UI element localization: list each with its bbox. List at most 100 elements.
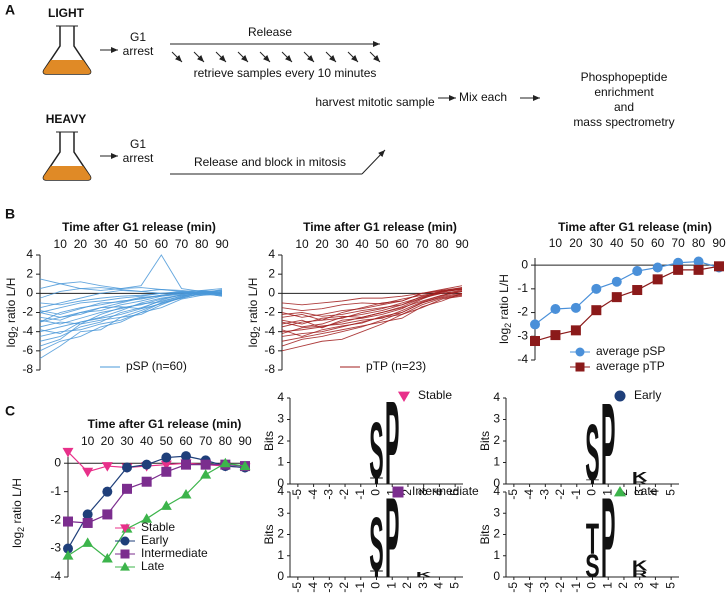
y-axis-label-part: ratio L/H — [10, 478, 24, 527]
trace-line — [39, 254, 223, 299]
y-tick-label: 1 — [277, 455, 284, 469]
y-tick-label: 1 — [493, 455, 500, 469]
chart-title: Time after G1 release (min) — [62, 220, 216, 234]
y-axis-label: log2 ratio L/H — [10, 478, 26, 548]
legend-label: Stable — [141, 520, 175, 534]
logo-letter: K — [632, 469, 648, 484]
x-tick-label: 5 — [447, 489, 461, 496]
marker — [397, 391, 411, 403]
trace-line — [281, 292, 463, 347]
x-tick-label: 2 — [400, 489, 414, 496]
marker — [652, 262, 663, 273]
g1-arrest: arrest — [123, 151, 154, 165]
y-tick-label: 1 — [493, 548, 500, 562]
marker — [714, 261, 724, 272]
marker — [82, 467, 94, 478]
y-tick-label: 0 — [26, 286, 33, 300]
marker — [611, 292, 622, 303]
y-tick-label: -4 — [264, 324, 275, 338]
y-tick-label: -3 — [517, 328, 528, 342]
flask — [42, 131, 92, 181]
marker — [101, 553, 113, 563]
y-tick-label: 3 — [493, 412, 500, 426]
x-tick-label: 10 — [81, 434, 95, 448]
y-axis-label-part: log — [497, 328, 511, 344]
marker — [693, 256, 704, 267]
y-axis-label-part: 2 — [10, 326, 20, 331]
legend-label: Late — [634, 484, 658, 498]
heavy-label: HEAVY — [46, 112, 86, 126]
marker — [530, 319, 540, 330]
sample-arrows — [171, 51, 381, 63]
marker — [161, 466, 172, 477]
y-tick-label: -2 — [264, 305, 275, 319]
y-axis-label: Bits — [478, 431, 492, 451]
logo-letter: R — [632, 480, 648, 485]
x-tick-label: 5 — [663, 489, 677, 496]
y-axis-label-part: log — [10, 532, 24, 548]
y-tick-label: -4 — [50, 569, 61, 583]
g1-arrest: G1 — [130, 137, 146, 151]
y-axis-label: log2 ratio L/H — [246, 278, 262, 348]
x-tick-label: -2 — [337, 489, 351, 500]
y-axis-label: Bits — [478, 524, 492, 544]
retrieve-label: retrieve samples every 10 minutes — [194, 66, 377, 80]
marker — [591, 305, 602, 316]
x-tick-label: 2 — [616, 582, 630, 589]
y-tick-label: -1 — [50, 484, 61, 498]
y-axis-label: Bits — [262, 431, 276, 451]
trace-line — [39, 290, 223, 337]
marker — [200, 469, 212, 479]
marker — [570, 325, 581, 336]
x-tick-label: -3 — [537, 489, 551, 500]
y-axis-label-part: ratio L/H — [246, 278, 260, 327]
x-tick-label: 1 — [600, 489, 614, 496]
chart-title: Time after G1 release (min) — [88, 417, 242, 431]
y-tick-label: 0 — [277, 569, 284, 583]
logo-letter: T — [586, 479, 600, 485]
logo-letter: R — [632, 570, 648, 580]
series-line — [67, 451, 246, 473]
marker — [575, 347, 585, 357]
marker — [82, 517, 93, 528]
marker — [392, 486, 404, 498]
logo-letter: T — [370, 570, 383, 580]
trace-line — [39, 290, 223, 313]
y-tick-label: 3 — [493, 505, 500, 519]
y-tick-label: 3 — [277, 412, 284, 426]
trace-line — [39, 290, 223, 325]
y-tick-label: -6 — [22, 343, 33, 357]
y-tick-label: 0 — [493, 476, 500, 490]
logo-letter: P — [385, 378, 399, 510]
marker — [200, 459, 211, 470]
x-tick-label: 5 — [663, 582, 677, 589]
marker — [611, 276, 622, 287]
x-tick-label: 90 — [238, 434, 252, 448]
y-tick-label: -8 — [22, 362, 33, 376]
trace-line — [39, 290, 223, 315]
marker — [120, 549, 130, 559]
logo-letter: T — [586, 516, 599, 564]
x-tick-label: -3 — [537, 582, 551, 593]
marker — [101, 462, 113, 472]
x-tick-label: 60 — [395, 237, 409, 251]
x-tick-label: -4 — [522, 582, 536, 593]
x-tick-label: -1 — [569, 582, 583, 593]
y-tick-label: 4 — [493, 390, 500, 404]
marker — [550, 304, 561, 314]
trace-line — [39, 278, 223, 296]
x-tick-label: 90 — [455, 237, 469, 251]
panel-label: B — [5, 206, 15, 222]
marker — [575, 362, 585, 372]
x-tick-label: 3 — [416, 489, 430, 496]
marker — [141, 459, 152, 470]
x-tick-label: 60 — [651, 236, 665, 250]
y-axis-label-part: log — [246, 331, 260, 347]
x-tick-label: 60 — [179, 434, 193, 448]
legend-label: average pTP — [596, 359, 665, 373]
marker — [181, 451, 191, 462]
y-axis-label-part: ratio L/H — [497, 274, 511, 323]
x-tick-label: 20 — [569, 236, 583, 250]
legend-label: pSP (n=60) — [126, 359, 187, 373]
